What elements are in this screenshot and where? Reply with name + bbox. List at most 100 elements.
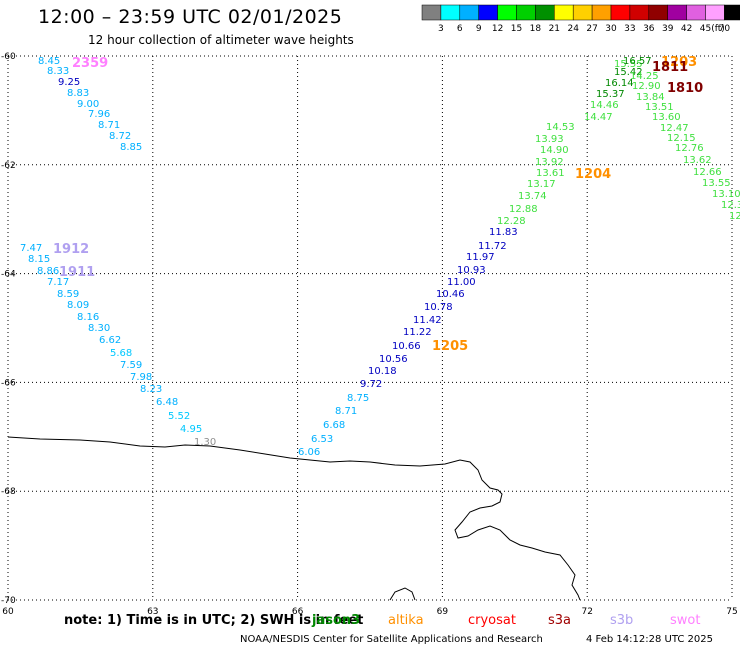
wave-height-label: 10.93	[457, 265, 486, 276]
wave-height-label: 8.15	[28, 254, 50, 265]
wave-height-label: 8.71	[335, 406, 357, 417]
color-tick-label: 9	[476, 24, 482, 34]
wave-height-label: 8.09	[67, 300, 89, 311]
wave-height-label: 6.48	[156, 397, 178, 408]
pass-time-label: 2359	[72, 56, 108, 71]
wave-height-label: 12.76	[675, 143, 704, 154]
wave-height-label: 13.60	[652, 112, 681, 123]
wave-height-label: 9.25	[58, 77, 80, 88]
wave-height-label: 14.46	[590, 100, 619, 111]
pass-time-label: 1204	[575, 167, 611, 182]
lat-tick-label: -66	[1, 378, 16, 388]
wave-height-label: 13.93	[535, 134, 564, 145]
map-title: 12:00 – 23:59 UTC 02/01/2025	[38, 6, 343, 28]
wave-height-label: 8.72	[109, 131, 131, 142]
color-tick-label: 24	[567, 24, 579, 34]
color-tick-label: 70	[719, 24, 731, 34]
wave-height-label: 15.37	[596, 89, 625, 100]
footer-timestamp: 4 Feb 14:12:28 UTC 2025	[586, 634, 713, 645]
color-tick-label: 27	[586, 24, 597, 34]
color-tick-label: 6	[457, 24, 463, 34]
wave-height-label: 11.83	[489, 227, 518, 238]
pass-time-label: 1203	[661, 55, 697, 70]
wave-height-label: 7.17	[47, 277, 69, 288]
lon-tick-label: 72	[581, 607, 592, 617]
wave-height-label: 16.57	[623, 56, 652, 67]
wave-height-label: 7.96	[88, 109, 110, 120]
lon-tick-label: 69	[437, 607, 449, 617]
wave-height-label: 6.68	[323, 420, 345, 431]
wave-height-label: 13.74	[518, 191, 547, 202]
wave-height-label: 9.00	[77, 99, 99, 110]
wave-height-label: 1.30	[194, 437, 216, 448]
lon-tick-label: 75	[726, 607, 737, 617]
lat-tick-label: -60	[1, 52, 16, 62]
wave-height-label: 5.68	[110, 348, 132, 359]
lon-tick-label: 66	[292, 607, 304, 617]
color-tick-label: 33	[624, 24, 635, 34]
wave-height-label: 10.18	[368, 366, 397, 377]
wave-height-label: 8.71	[98, 120, 120, 131]
wave-height-label: 13.61	[536, 168, 565, 179]
wave-height-label: 10.66	[392, 341, 421, 352]
pass-time-label: 1912	[53, 242, 89, 257]
lat-tick-label: -64	[1, 270, 16, 280]
note-text: note: 1) Time is in UTC; 2) SWH is in fe…	[64, 613, 364, 628]
wave-height-label: 7.47	[20, 243, 42, 254]
wave-height-label: 14.90	[540, 145, 569, 156]
wave-height-label: 12.88	[509, 204, 538, 215]
wave-height-label: 13.84	[636, 92, 665, 103]
wave-height-label: 10.78	[424, 302, 453, 313]
color-tick-label: 42	[681, 24, 692, 34]
legend-s3a: s3a	[548, 613, 572, 628]
map-subtitle: 12 hour collection of altimeter wave hei…	[88, 33, 354, 47]
pass-time-label: 1205	[432, 339, 468, 354]
wave-height-label: 12.28	[497, 216, 526, 227]
wave-height-label: 4.95	[180, 424, 202, 435]
legend-jason3: jason3	[312, 613, 361, 628]
wave-height-label: 11.97	[466, 252, 495, 263]
lat-tick-label: -70	[1, 596, 16, 606]
wave-height-label: 10.56	[379, 354, 408, 365]
lon-tick-label: 63	[147, 607, 158, 617]
color-swatch	[724, 4, 740, 21]
pass-time-label: 1810	[667, 81, 703, 96]
color-tick-label: 30	[605, 24, 617, 34]
color-tick-label: 18	[530, 24, 542, 34]
wave-height-label: 8.86	[37, 266, 59, 277]
wave-height-label: 13.92	[535, 157, 564, 168]
footer-agency: NOAA/NESDIS Center for Satellite Applica…	[240, 634, 543, 645]
wave-height-label: 6.53	[311, 434, 333, 445]
wave-height-label: 12	[729, 211, 740, 222]
wave-height-label: 5.52	[168, 411, 190, 422]
wave-height-label: 8.59	[57, 289, 79, 300]
wave-height-label: 14.47	[584, 112, 613, 123]
wave-height-label: 14.53	[546, 122, 575, 133]
wave-height-label: 11.22	[403, 327, 432, 338]
lon-tick-label: 60	[2, 607, 14, 617]
color-tick-label: 36	[643, 24, 655, 34]
color-tick-label: 12	[492, 24, 503, 34]
pass-time-label: 1811	[652, 60, 688, 75]
wave-height-label: 11.72	[478, 241, 507, 252]
wave-height-label: 13.17	[527, 179, 556, 190]
wave-height-label: 13.55	[702, 178, 731, 189]
pass-time-label: 1911	[59, 265, 95, 280]
color-tick-label: 3	[438, 24, 444, 34]
wave-height-label: 14.25	[630, 71, 659, 82]
wave-height-label: 16.14	[605, 78, 634, 89]
coastline-fragment	[389, 587, 416, 601]
lat-tick-label: -68	[1, 487, 16, 497]
wave-height-label: 7.98	[130, 372, 152, 383]
wave-height-label: 8.23	[140, 384, 162, 395]
wave-height-label: 13.10	[712, 189, 740, 200]
wave-height-label: 7.59	[120, 360, 142, 371]
wave-height-label: 8.16	[77, 312, 99, 323]
color-tick-label: 15	[511, 24, 522, 34]
color-tick-label: 39	[662, 24, 674, 34]
legend-cryosat: cryosat	[468, 613, 516, 628]
wave-height-label: 15.55	[614, 59, 643, 70]
wave-height-label: 11.00	[447, 277, 476, 288]
legend-altika: altika	[388, 613, 424, 628]
